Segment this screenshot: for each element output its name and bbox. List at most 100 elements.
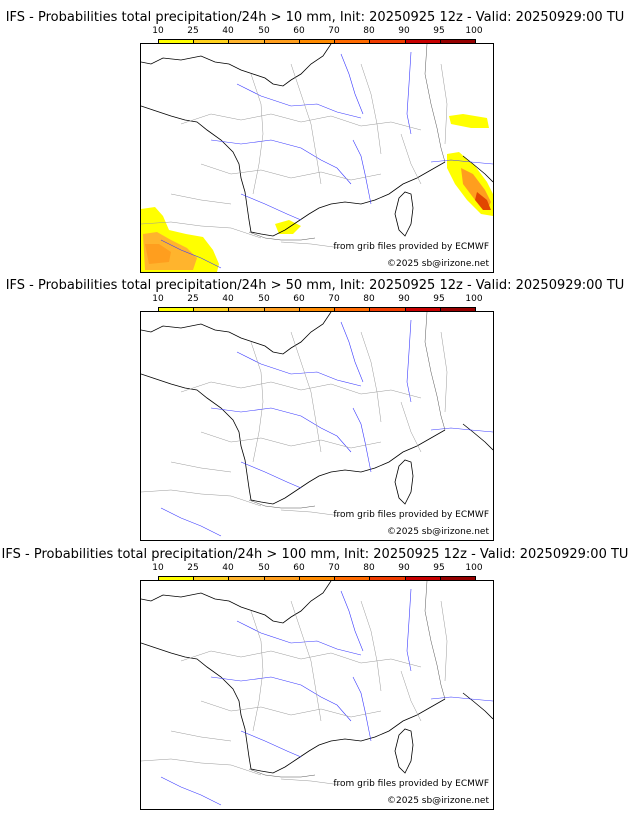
legend-label: 40 (222, 26, 234, 36)
legend-label: 80 (363, 26, 375, 36)
river-garonne (240, 730, 302, 758)
legend-label: 10 (152, 294, 164, 304)
region-borders (141, 331, 448, 517)
river-garonne (240, 193, 302, 221)
map-panel-100mm: IFS - Probabilities total precipitation/… (0, 547, 630, 817)
legend-label: 90 (398, 26, 410, 36)
country-border-east (424, 581, 446, 700)
coastline-corsica (394, 728, 414, 774)
legend-labels: 10 25 40 50 60 70 80 90 95 100 (152, 563, 482, 575)
river-po (430, 159, 493, 165)
legend-label: 70 (328, 26, 340, 36)
panel-title: IFS - Probabilities total precipitation/… (1, 547, 629, 562)
map-panel-50mm: IFS - Probabilities total precipitation/… (0, 278, 630, 548)
legend-label: 50 (258, 26, 270, 36)
region-borders (141, 63, 448, 249)
rivers (160, 588, 493, 806)
river-loire (210, 139, 352, 185)
legend-label: 95 (433, 26, 445, 36)
legend-label: 50 (258, 563, 270, 573)
river-rhone (352, 407, 372, 473)
legend-label: 50 (258, 294, 270, 304)
map-panel-10mm: IFS - Probabilities total precipitation/… (0, 10, 630, 280)
coastline-channel (141, 312, 332, 355)
country-border-spain (248, 499, 316, 509)
precip-area-liguria-max (475, 192, 491, 210)
country-border-east (424, 312, 446, 431)
river-ebro (160, 507, 222, 537)
river-meuse (340, 321, 364, 383)
river-ebro (160, 239, 222, 269)
borders (141, 312, 448, 517)
coastline-adriatic (462, 692, 493, 720)
country-border-spain (248, 231, 316, 241)
legend-label: 100 (465, 26, 483, 36)
coastline-corsica (394, 459, 414, 505)
river-ebro (160, 776, 222, 806)
copyright-credit: ©2025 sb@irizone.net (387, 796, 489, 806)
legend-label: 90 (398, 563, 410, 573)
legend-label: 60 (293, 294, 305, 304)
legend-label: 80 (363, 563, 375, 573)
river-garonne (240, 461, 302, 489)
legend-label: 25 (187, 26, 199, 36)
legend-label: 100 (465, 294, 483, 304)
coastlines (141, 312, 493, 505)
copyright-credit: ©2025 sb@irizone.net (387, 527, 489, 537)
legend-label: 95 (433, 294, 445, 304)
map-graphic (141, 312, 493, 537)
legend-label: 40 (222, 563, 234, 573)
legend-label: 10 (152, 563, 164, 573)
river-po (430, 427, 493, 433)
river-seine (236, 620, 362, 656)
coastline-brittany-atlantic (141, 642, 252, 770)
france-map: from grib files provided by ECMWF ©2025 … (140, 580, 494, 810)
precip-probability-areas (141, 114, 493, 272)
coastlines (141, 44, 493, 237)
legend-label: 70 (328, 294, 340, 304)
map-graphic (141, 44, 493, 272)
river-rhone (352, 139, 372, 205)
source-credit: from grib files provided by ECMWF (333, 779, 489, 789)
river-rhine (406, 588, 412, 672)
source-credit: from grib files provided by ECMWF (333, 242, 489, 252)
river-rhine (406, 319, 412, 403)
coastline-adriatic (462, 155, 493, 183)
coastline-mediterranean (250, 161, 446, 237)
country-border-spain (248, 768, 316, 778)
rivers (160, 51, 493, 269)
river-rhine (406, 51, 412, 135)
river-po (430, 696, 493, 702)
coastline-corsica (394, 191, 414, 237)
panel-title: IFS - Probabilities total precipitation/… (5, 10, 625, 25)
precip-area-alps-east (449, 114, 489, 128)
river-rhone (352, 676, 372, 742)
legend-label: 80 (363, 294, 375, 304)
legend-labels: 10 25 40 50 60 70 80 90 95 100 (152, 26, 482, 38)
source-credit: from grib files provided by ECMWF (333, 510, 489, 520)
legend-label: 40 (222, 294, 234, 304)
region-borders (141, 600, 448, 786)
precip-area-southwest-inner (145, 244, 171, 264)
legend-label: 25 (187, 563, 199, 573)
legend-label: 25 (187, 294, 199, 304)
river-loire (210, 676, 352, 722)
coastline-brittany-atlantic (141, 373, 252, 501)
panel-title: IFS - Probabilities total precipitation/… (5, 278, 625, 293)
legend-label: 100 (465, 563, 483, 573)
borders (141, 581, 448, 786)
country-border-east (424, 44, 446, 163)
river-meuse (340, 590, 364, 652)
copyright-credit: ©2025 sb@irizone.net (387, 259, 489, 269)
map-graphic (141, 581, 493, 806)
france-map: from grib files provided by ECMWF ©2025 … (140, 311, 494, 541)
coastline-brittany-atlantic (141, 105, 252, 233)
river-meuse (340, 53, 364, 115)
coastline-mediterranean (250, 429, 446, 505)
rivers (160, 319, 493, 537)
coastline-channel (141, 581, 332, 624)
river-loire (210, 407, 352, 453)
legend-label: 90 (398, 294, 410, 304)
coastlines (141, 581, 493, 774)
river-seine (236, 83, 362, 119)
